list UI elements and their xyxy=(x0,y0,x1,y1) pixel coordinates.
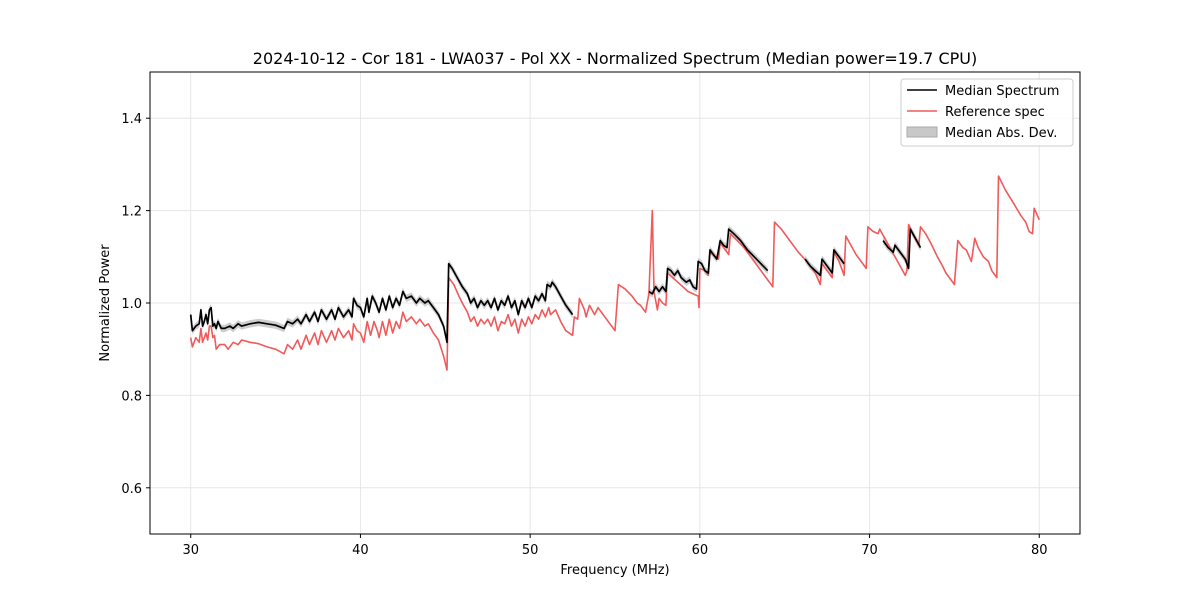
x-tick-label: 80 xyxy=(1031,543,1048,558)
tick-layer: 30 40 50 60 70 80 0.6 0.8 1.0 1.2 1.4 xyxy=(121,112,1047,558)
x-tick-label: 30 xyxy=(182,543,199,558)
y-tick-label: 0.8 xyxy=(121,389,142,404)
legend-reference-label: Reference spec xyxy=(945,105,1045,120)
legend-box xyxy=(900,78,1074,147)
legend-median-label: Median Spectrum xyxy=(945,84,1059,99)
y-tick-label: 1.4 xyxy=(121,112,142,127)
chart-title: 2024-10-12 - Cor 181 - LWA037 - Pol XX -… xyxy=(253,49,977,68)
x-tick-label: 70 xyxy=(861,543,878,558)
median-spectrum-line xyxy=(804,249,845,277)
legend-mad-patch-swatch xyxy=(906,126,938,138)
legend: Median Spectrum Reference spec Median Ab… xyxy=(900,78,1074,147)
y-tick-label: 0.6 xyxy=(121,482,142,497)
x-tick-label: 50 xyxy=(522,543,539,558)
median-spectrum-line xyxy=(882,228,922,270)
legend-mad-label: Median Abs. Dev. xyxy=(945,126,1057,141)
x-axis-label: Frequency (MHz) xyxy=(560,563,669,578)
y-tick-label: 1.2 xyxy=(121,205,142,220)
x-tick-label: 40 xyxy=(352,543,369,558)
y-tick-label: 1.0 xyxy=(121,297,142,312)
reference-spec-line xyxy=(189,175,1041,371)
median-spectrum-line xyxy=(189,262,574,344)
x-tick-label: 60 xyxy=(692,543,709,558)
series-layer xyxy=(189,175,1041,371)
median-spectrum-line xyxy=(648,228,769,295)
y-axis-label: Normalized Power xyxy=(98,244,113,362)
